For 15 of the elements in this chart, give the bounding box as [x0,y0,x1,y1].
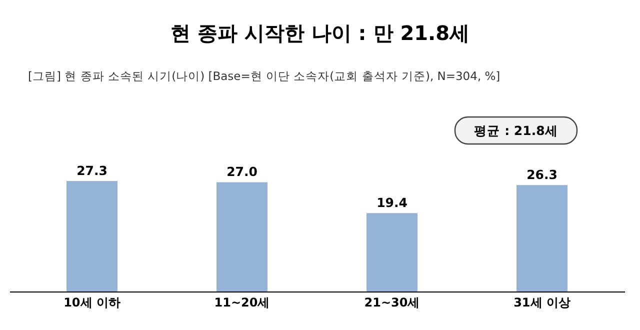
bar [66,181,118,292]
bar [366,213,418,292]
data-label: 27.3 [76,163,108,178]
x-tick-label: 11~20세 [214,296,270,310]
data-label: 19.4 [376,195,408,210]
data-label: 26.3 [526,167,558,182]
x-tick-label: 31세 이상 [514,296,570,310]
x-tick-label: 10세 이하 [64,296,120,310]
data-label: 27.0 [226,164,258,180]
chart-subtitle: [그림] 현 종파 소속된 시기(나이) [Base=현 이단 소속자(교회 출석자 기준), N=304, %] [28,69,500,83]
chart-title: 현 종파 시작한 나이 : 만 21.8세 [170,21,470,45]
bar [516,185,568,292]
x-tick-label: 21~30세 [364,296,420,310]
text: 평균 : 21.8세 [474,123,558,138]
bar [216,182,268,292]
